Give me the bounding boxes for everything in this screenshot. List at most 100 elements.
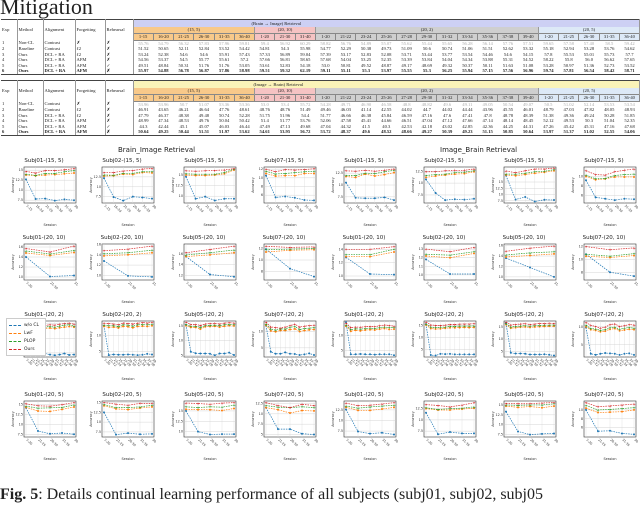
svg-text:+: + bbox=[349, 327, 352, 332]
table-row: 5 Ours DCL + RA AFM ✓ 44.3 42.44 45.1 45.07 46.03… bbox=[1, 123, 635, 130]
svg-text:+: + bbox=[102, 400, 105, 405]
svg-text:35-36: 35-36 bbox=[544, 358, 553, 367]
svg-text:36-40: 36-40 bbox=[233, 438, 238, 447]
svg-text:21-30: 21-30 bbox=[529, 281, 538, 290]
svg-text:+: + bbox=[150, 166, 153, 171]
svg-text:27-28: 27-28 bbox=[44, 358, 53, 367]
svg-text:12.5: 12.5 bbox=[15, 413, 23, 417]
svg-text:12.5: 12.5 bbox=[495, 413, 503, 417]
svg-text:+: + bbox=[364, 324, 367, 329]
svg-text:+: + bbox=[424, 321, 427, 326]
svg-text:+: + bbox=[424, 247, 427, 252]
svg-text:+: + bbox=[184, 320, 187, 325]
subplot-subj01-20-2-: 1-20 21-22 23-24 25-26 27-28 29-30 31-32 33-34 3… bbox=[330, 312, 398, 382]
svg-text:+: + bbox=[436, 407, 439, 412]
svg-text:26-30: 26-30 bbox=[614, 204, 623, 213]
svg-text:10: 10 bbox=[19, 275, 23, 279]
svg-text:+: + bbox=[150, 401, 153, 406]
svg-text:16-20: 16-20 bbox=[435, 204, 444, 213]
svg-text:1-15: 1-15 bbox=[585, 204, 593, 212]
svg-text:+: + bbox=[48, 249, 51, 254]
svg-text:12.5: 12.5 bbox=[255, 401, 263, 405]
subplot-subj01-20-10-: 1-20 21-30 31-40 10 12 14 Accuracy Session + + + + +… bbox=[330, 235, 398, 305]
svg-text:+: + bbox=[538, 323, 541, 328]
svg-text:+: + bbox=[122, 168, 125, 173]
svg-text:+: + bbox=[223, 322, 226, 327]
svg-text:+: + bbox=[150, 320, 153, 325]
svg-text:+: + bbox=[122, 171, 125, 176]
svg-text:31-35: 31-35 bbox=[304, 204, 313, 213]
svg-text:+: + bbox=[279, 326, 282, 331]
svg-text:+: + bbox=[472, 321, 475, 326]
table-row: 3 Ours DCL + RA ℓ2 ✗ 47.79 46.37 48.38 49.48 50.7… bbox=[1, 112, 635, 119]
subplot-subj05-20-5-: 1-20 21-25 26-30 31-35 36-40 7.5 10 12.5 15 Accur… bbox=[490, 392, 558, 462]
svg-text:27-28: 27-28 bbox=[204, 358, 213, 367]
svg-text:31-40: 31-40 bbox=[73, 281, 78, 290]
svg-text:+: + bbox=[460, 402, 463, 407]
subplot-subj05-20-2-: 1-20 21-22 23-24 25-26 27-28 29-30 31-32 33-34 3… bbox=[170, 312, 238, 382]
svg-text:16-20: 16-20 bbox=[275, 204, 284, 213]
svg-text:26-30: 26-30 bbox=[534, 204, 543, 213]
svg-text:+: + bbox=[141, 169, 144, 174]
svg-text:+: + bbox=[213, 172, 216, 177]
svg-text:+: + bbox=[72, 168, 75, 173]
svg-text:35-36: 35-36 bbox=[64, 358, 73, 367]
svg-text:31-32: 31-32 bbox=[214, 358, 223, 367]
svg-text:Accuracy: Accuracy bbox=[89, 177, 93, 192]
svg-text:+: + bbox=[548, 323, 551, 328]
svg-text:33-34: 33-34 bbox=[299, 358, 308, 367]
svg-text:+: + bbox=[516, 401, 519, 406]
line-chart: 1-2021-2223-2425-2627-2829-3031-3233-343… bbox=[89, 320, 156, 381]
svg-text:+: + bbox=[72, 323, 75, 328]
svg-text:15: 15 bbox=[19, 168, 23, 172]
svg-text:Accuracy: Accuracy bbox=[491, 331, 495, 346]
svg-text:+: + bbox=[107, 323, 110, 328]
subplot-subj01-20-5-: 1-20 21-25 26-30 31-35 36-40 7.5 10 12.5 15 Accur… bbox=[10, 392, 78, 462]
svg-text:+: + bbox=[112, 173, 115, 178]
svg-text:10: 10 bbox=[419, 181, 423, 185]
svg-text:13: 13 bbox=[419, 247, 423, 251]
svg-text:27-28: 27-28 bbox=[364, 358, 373, 367]
svg-text:12.5: 12.5 bbox=[335, 171, 343, 175]
svg-text:+: + bbox=[429, 324, 432, 329]
svg-text:14: 14 bbox=[97, 253, 101, 257]
svg-text:+: + bbox=[60, 402, 63, 407]
svg-text:+: + bbox=[150, 322, 153, 327]
svg-text:+: + bbox=[392, 168, 395, 173]
svg-text:+: + bbox=[504, 249, 507, 254]
svg-text:+: + bbox=[288, 245, 291, 250]
svg-text:29-30: 29-30 bbox=[49, 358, 58, 367]
svg-text:+: + bbox=[24, 401, 27, 406]
svg-text:5: 5 bbox=[581, 343, 583, 347]
svg-text:11: 11 bbox=[419, 264, 423, 268]
svg-text:+: + bbox=[504, 319, 507, 324]
svg-text:+: + bbox=[279, 326, 282, 331]
svg-text:+: + bbox=[368, 326, 371, 331]
svg-text:39-40: 39-40 bbox=[633, 358, 638, 367]
svg-text:+: + bbox=[368, 403, 371, 408]
svg-text:+: + bbox=[632, 402, 635, 407]
svg-text:14: 14 bbox=[179, 263, 183, 267]
line-chart: 1-15 16-20 21-25 26-30 31-35 36-40 7.5 10 12.5Ac… bbox=[411, 166, 478, 227]
svg-text:37-38: 37-38 bbox=[468, 358, 477, 367]
svg-text:+: + bbox=[274, 325, 277, 330]
svg-text:+: + bbox=[114, 405, 117, 410]
svg-text:Accuracy: Accuracy bbox=[251, 331, 255, 346]
group-header: (20, 10) bbox=[254, 87, 316, 95]
svg-text:1-20: 1-20 bbox=[505, 438, 513, 446]
svg-text:+: + bbox=[269, 324, 272, 329]
charts-figure: Brain_Image Retrieval Image_Brain Retrie… bbox=[0, 140, 640, 480]
svg-text:+: + bbox=[356, 403, 359, 408]
svg-text:7.5: 7.5 bbox=[338, 195, 343, 199]
svg-text:39-40: 39-40 bbox=[553, 358, 558, 367]
svg-text:+: + bbox=[364, 168, 367, 173]
brain-image-retrieval-table: Exp Method Alignment Forgetting Rehearsal (Br… bbox=[1, 19, 640, 75]
svg-text:1-15: 1-15 bbox=[103, 204, 111, 212]
svg-text:+: + bbox=[533, 169, 536, 174]
svg-text:+: + bbox=[608, 247, 611, 252]
header-rehearsal: Rehearsal bbox=[105, 19, 134, 40]
svg-text:8: 8 bbox=[581, 417, 583, 421]
svg-text:+: + bbox=[504, 401, 507, 406]
